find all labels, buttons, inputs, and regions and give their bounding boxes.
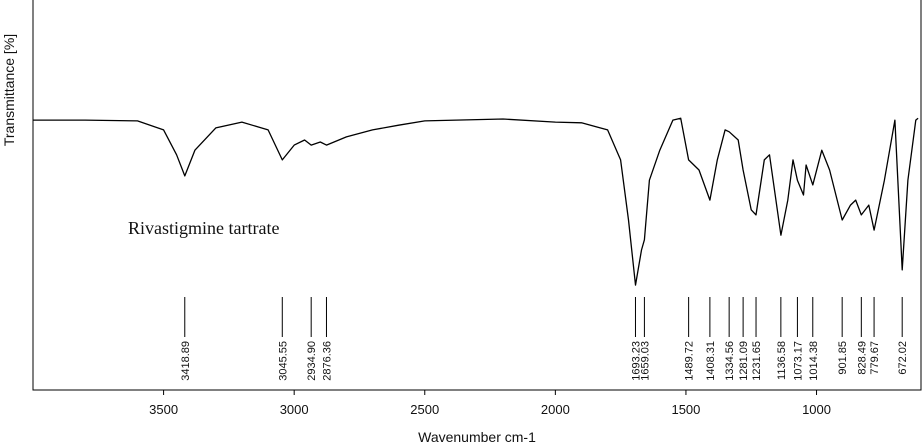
peak-label: 3045.55: [277, 341, 289, 381]
peak-label: 672.02: [897, 341, 909, 375]
x-tick-label: 1000: [802, 402, 831, 417]
peak-label: 779.67: [869, 341, 881, 375]
peak-label: 1693.23: [630, 341, 642, 381]
y-axis-title: Transmittance [%]: [1, 34, 17, 146]
x-tick-label: 2000: [541, 402, 570, 417]
x-tick-label: 3000: [280, 402, 309, 417]
x-tick-label: 1500: [671, 402, 700, 417]
x-tick-label: 2500: [410, 402, 439, 417]
peak-label: 1014.38: [808, 341, 820, 381]
peak-label: 1408.31: [705, 341, 717, 381]
peak-label: 2876.36: [321, 341, 333, 381]
peak-label: 1231.65: [751, 341, 763, 381]
peak-label: 3418.89: [180, 341, 192, 381]
peak-label: 1659.03: [639, 341, 651, 381]
peak-label: 1489.72: [684, 341, 696, 381]
annotation: Rivastigmine tartrate: [128, 218, 279, 238]
peak-label: 1281.09: [738, 341, 750, 381]
peak-label: 828.49: [856, 341, 868, 375]
x-axis-title: Wavenumber cm-1: [418, 429, 536, 445]
peak-label: 1334.56: [724, 341, 736, 381]
spectrum-line: [33, 117, 919, 286]
peak-label: 901.85: [837, 341, 849, 375]
plot-frame: [32, 0, 922, 391]
x-tick-label: 3500: [149, 402, 178, 417]
peak-label: 2934.90: [306, 341, 318, 381]
peak-label: 1136.58: [776, 341, 788, 380]
peak-label: 1073.17: [792, 341, 804, 381]
